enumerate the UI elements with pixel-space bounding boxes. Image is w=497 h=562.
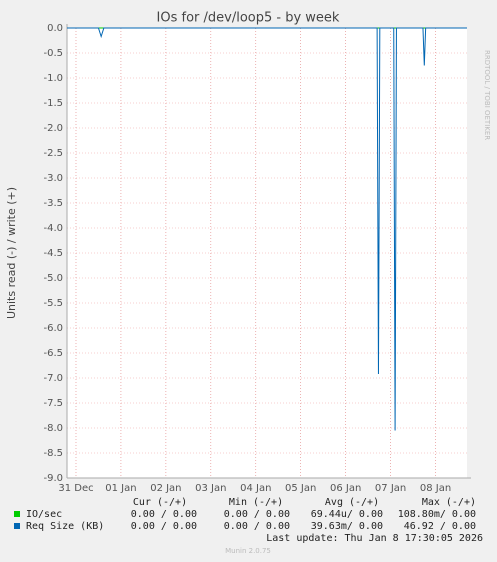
legend-swatch <box>14 523 20 529</box>
y-tick-label: -3.5 <box>43 198 63 209</box>
y-tick-label: -8.0 <box>43 423 63 434</box>
x-tick-label: 06 Jan <box>330 483 361 494</box>
legend-header: Min (-/+) <box>229 497 283 508</box>
x-tick-label: 07 Jan <box>375 483 406 494</box>
legend-header: Avg (-/+) <box>325 497 379 508</box>
legend-header: Cur (-/+) <box>133 497 187 508</box>
y-tick-label: -1.0 <box>43 73 63 84</box>
y-tick-label: -0.5 <box>43 48 63 59</box>
legend-value: 39.63m/ 0.00 <box>311 521 383 532</box>
y-tick-label: -4.0 <box>43 223 63 234</box>
y-tick-label: -7.0 <box>43 373 63 384</box>
y-tick-label: -7.5 <box>43 398 63 409</box>
x-tick-label: 01 Jan <box>105 483 136 494</box>
legend-value: 46.92 / 0.00 <box>404 521 476 532</box>
x-tick-label: 31 Dec <box>58 483 93 494</box>
x-tick-label: 05 Jan <box>285 483 316 494</box>
x-tick-label: 02 Jan <box>150 483 181 494</box>
y-tick-label: -2.5 <box>43 148 63 159</box>
y-tick-label: -5.5 <box>43 298 63 309</box>
y-tick-label: 0.0 <box>47 23 63 34</box>
legend-swatch <box>14 511 20 517</box>
y-axis-label: Units read (-) / write (+) <box>5 187 18 319</box>
y-tick-label: -6.5 <box>43 348 63 359</box>
legend-label: IO/sec <box>26 509 62 520</box>
y-tick-label: -9.0 <box>43 473 63 484</box>
y-tick-label: -1.5 <box>43 98 63 109</box>
legend-header: Max (-/+) <box>422 497 476 508</box>
legend-label: Req Size (KB) <box>26 521 104 532</box>
legend-value: 0.00 / 0.00 <box>224 509 290 520</box>
x-tick-label: 04 Jan <box>240 483 271 494</box>
y-tick-label: -5.0 <box>43 273 63 284</box>
legend-value: 69.44u/ 0.00 <box>311 509 383 520</box>
footer: Munin 2.0.75 <box>225 547 271 555</box>
side-text: RRDTOOL / TOBI OETIKER <box>483 50 491 140</box>
y-tick-label: -4.5 <box>43 248 63 259</box>
y-tick-label: -8.5 <box>43 448 63 459</box>
x-tick-label: 08 Jan <box>420 483 451 494</box>
chart-title: IOs for /dev/loop5 - by week <box>157 11 340 26</box>
y-tick-label: -6.0 <box>43 323 63 334</box>
legend-value: 108.80m/ 0.00 <box>398 509 476 520</box>
x-tick-label: 03 Jan <box>195 483 226 494</box>
legend-value: 0.00 / 0.00 <box>131 509 197 520</box>
series-line <box>67 27 467 431</box>
last-update: Last update: Thu Jan 8 17:30:05 2026 <box>266 533 483 544</box>
y-tick-label: -2.0 <box>43 123 63 134</box>
legend-value: 0.00 / 0.00 <box>131 521 197 532</box>
legend-value: 0.00 / 0.00 <box>224 521 290 532</box>
y-tick-label: -3.0 <box>43 173 63 184</box>
